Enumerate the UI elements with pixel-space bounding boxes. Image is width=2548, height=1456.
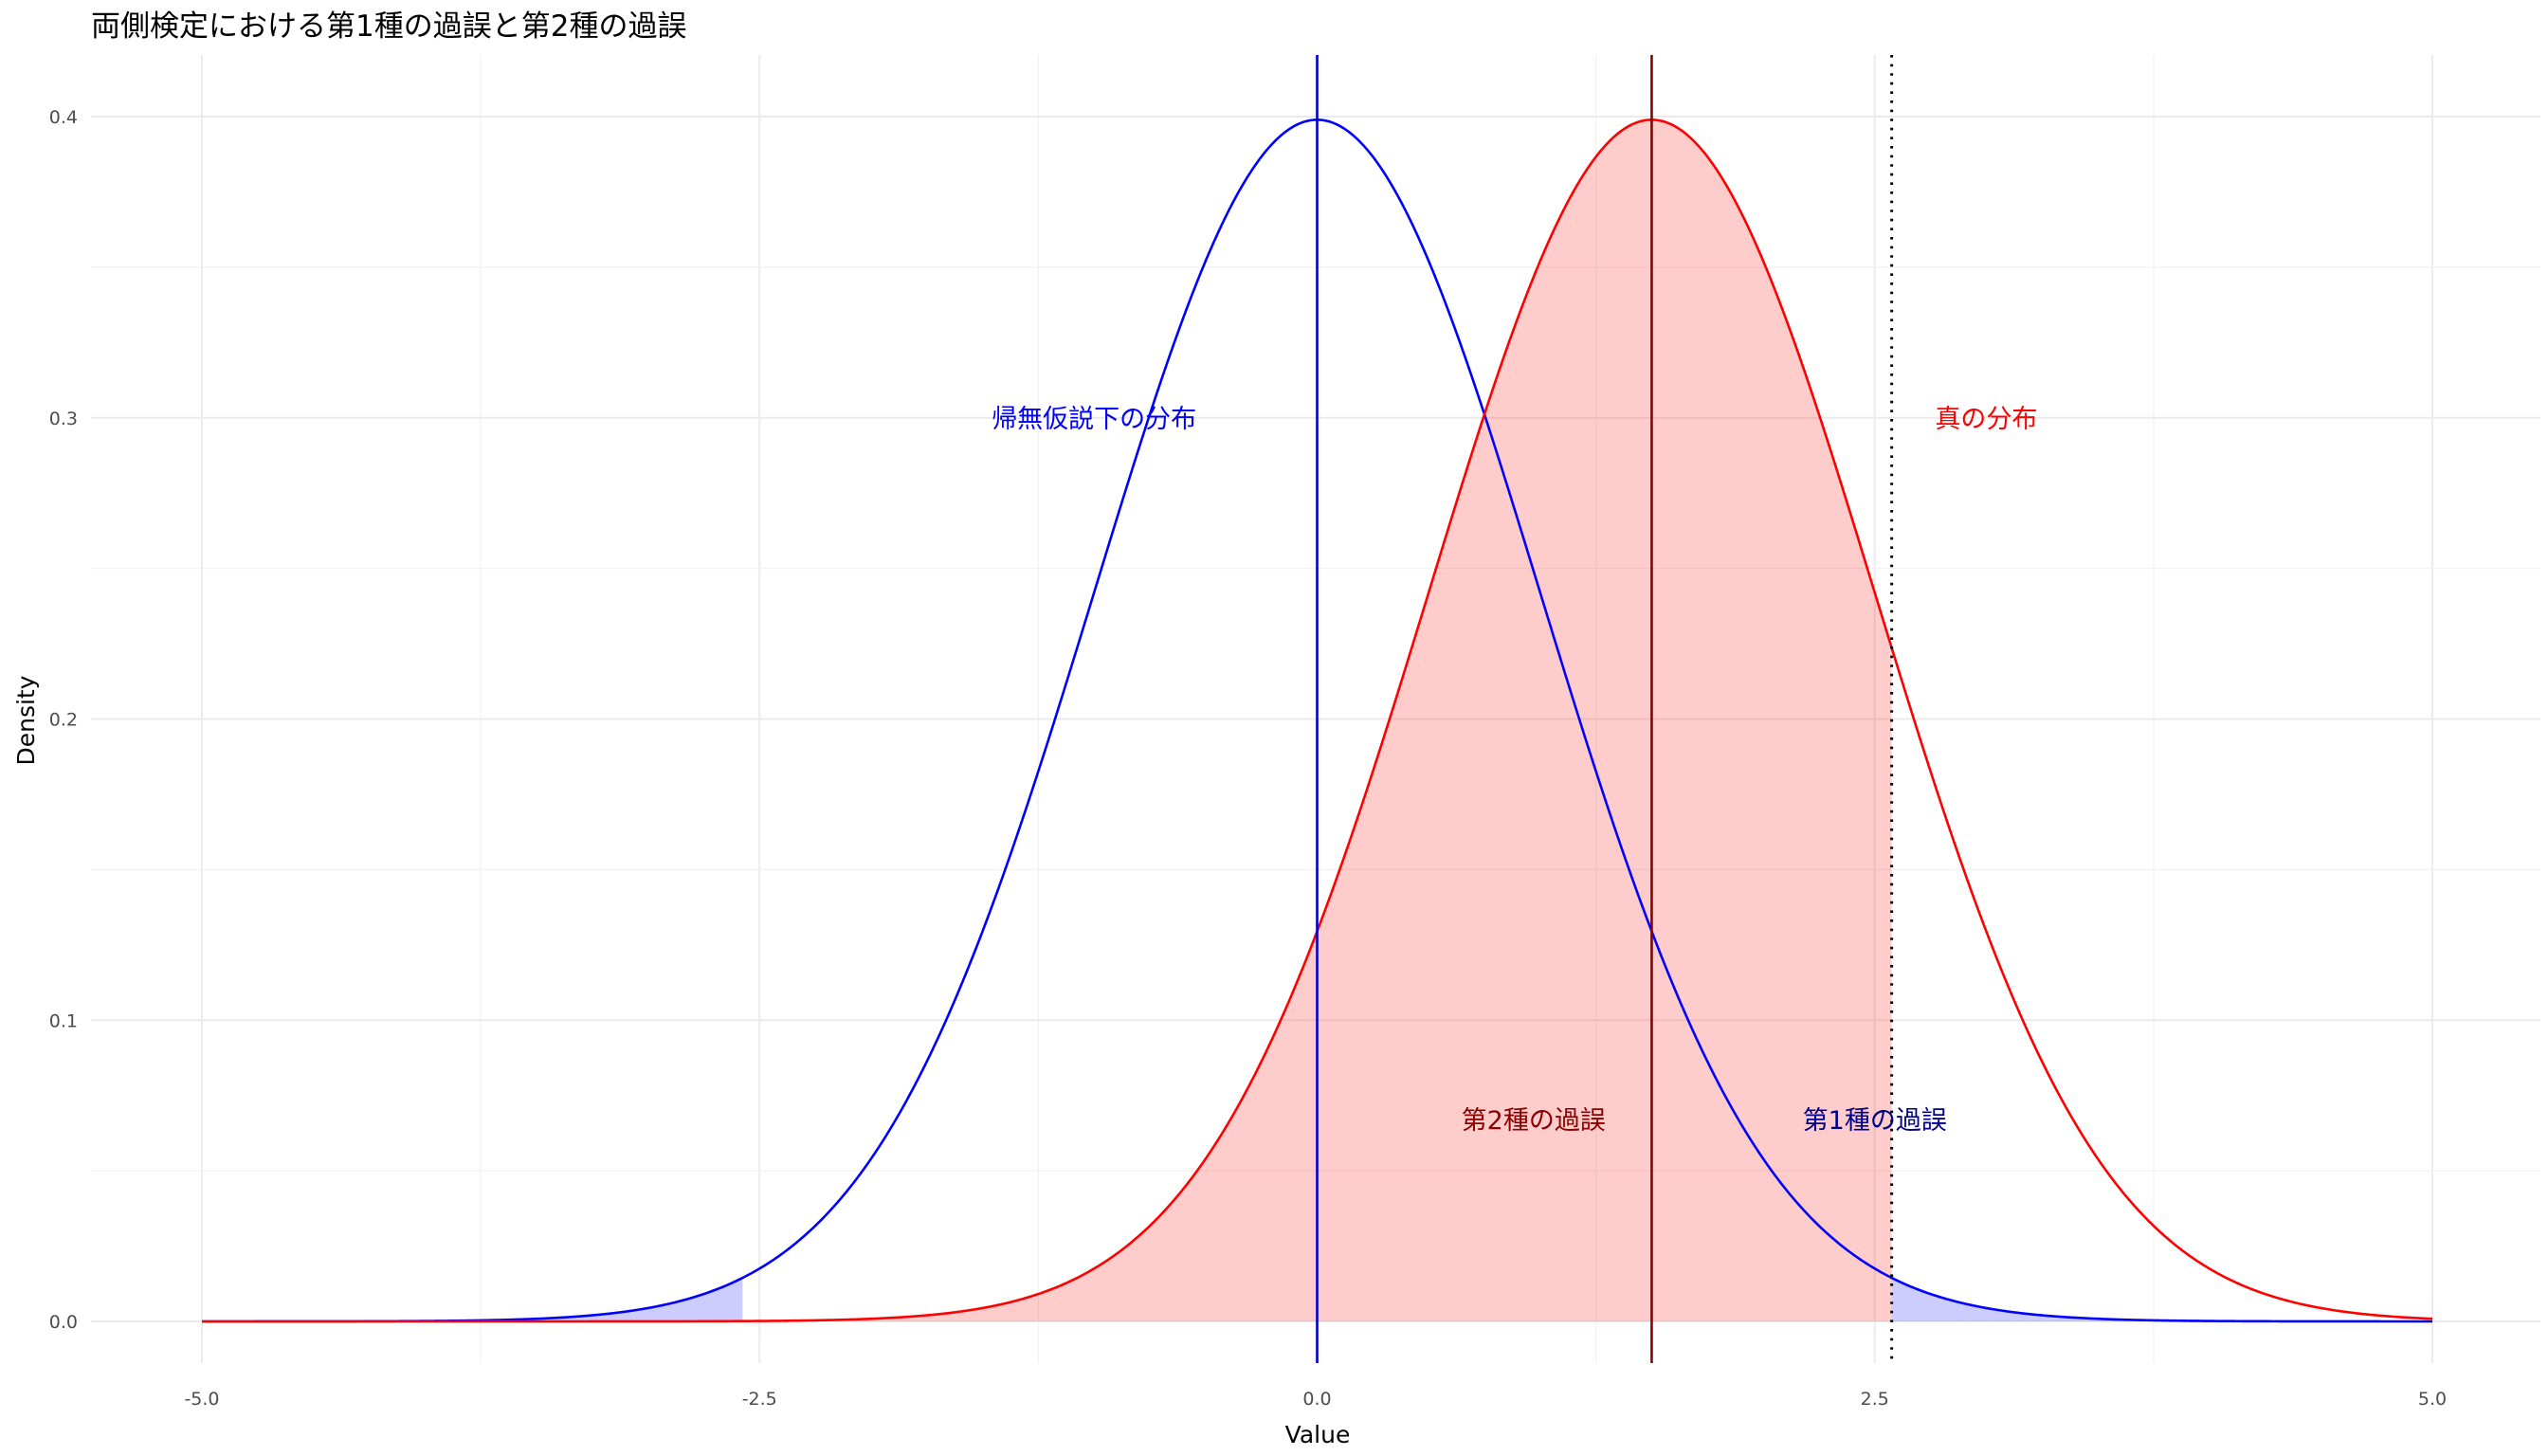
x-tick-label: 2.5	[1861, 1389, 1889, 1410]
x-tick-label: 0.0	[1302, 1389, 1331, 1410]
fill-layer	[202, 119, 2432, 1322]
chart-title: 両側検定における第1種の過誤と第2種の過誤	[91, 9, 686, 44]
y-tick-label: 0.4	[49, 107, 78, 128]
x-tick-label: 5.0	[2418, 1389, 2447, 1410]
y-axis-title: Density	[12, 675, 40, 765]
annotation-label-3: 第1種の過誤	[1803, 1106, 1947, 1136]
shaded-region-0	[202, 1278, 743, 1321]
y-tick-label: 0.1	[49, 1010, 78, 1031]
vline-layer	[1316, 55, 1894, 1363]
x-axis-title: Value	[1285, 1421, 1351, 1448]
y-tick-label: 0.3	[49, 409, 78, 429]
shaded-region-2	[202, 119, 1892, 1322]
x-tick-label: -2.5	[742, 1389, 777, 1410]
shaded-region-1	[1891, 1278, 2432, 1321]
annotation-label-0: 帰無仮説下の分布	[992, 405, 1196, 434]
annotation-label-1: 真の分布	[1935, 405, 2037, 434]
tick-layer: -5.0 -2.5 0.0 2.5 5.0 0.0 0.1 0.2 0.3 0.4	[49, 107, 2447, 1410]
y-tick-label: 0.0	[49, 1312, 78, 1333]
y-tick-label: 0.2	[49, 710, 78, 731]
grid-layer	[91, 55, 2540, 1363]
x-tick-label: -5.0	[184, 1389, 219, 1410]
annotation-label-2: 第2種の過誤	[1462, 1106, 1606, 1136]
